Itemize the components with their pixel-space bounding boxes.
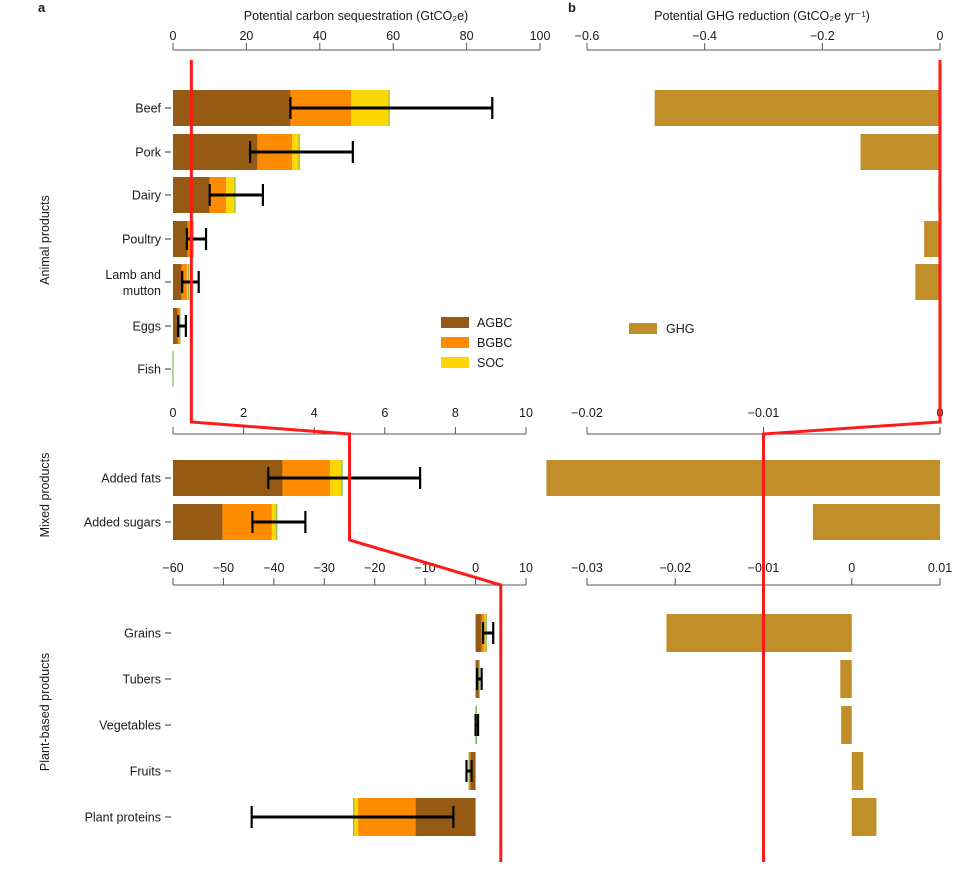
bar-agbc [173,221,188,257]
tick-label-a-0: 0 [170,29,177,43]
bar-ghg [915,264,940,300]
category-label: Fruits [130,765,161,779]
legend-swatch-soc [441,357,469,368]
tick-label-a-0: 60 [386,29,400,43]
tick-label-b-2: −0.02 [659,561,691,575]
reference-line-a [189,60,503,862]
category-label: Added fats [101,472,161,486]
tick-label-a-0: 40 [313,29,327,43]
category-label: Grains [124,627,161,641]
bar-ghg [654,90,940,126]
tick-label-a-0: 100 [530,29,551,43]
legend-label-ghg: GHG [666,322,694,336]
category-label: Beef [135,102,161,116]
bar-ghg [851,752,864,790]
category-label: Vegetables [99,719,161,733]
tick-label-b-0: −0.4 [692,29,717,43]
panel-a-title: Potential carbon sequestration (GtCO₂e) [244,9,468,23]
legend-swatch-bgbc [441,337,469,348]
category-labels-layer: Beef Pork Dairy Poultry Lamb and mutton Eggs Fi… [84,102,171,825]
group-label-plant: Plant-based products [38,653,52,771]
bar-agbc [173,264,182,300]
bar-ghg [546,460,940,496]
category-label: Tubers [123,673,161,687]
tick-label-a-1: 6 [381,406,388,420]
tick-label-b-0: −0.2 [810,29,835,43]
bar-agbc [173,308,178,344]
bar-ghg [840,660,852,698]
tick-label-a-0: 80 [460,29,474,43]
tick-label-a-1: 10 [519,406,533,420]
tick-label-a-1: 2 [240,406,247,420]
legend-label-bgbc: BGBC [477,336,512,350]
tick-label-a-2: 10 [519,561,533,575]
tick-label-b-2: 0 [848,561,855,575]
tick-label-b-0: 0 [937,29,944,43]
category-label: Plant proteins [85,811,161,825]
legend-swatch-agbc [441,317,469,328]
tick-label-b-0: −0.6 [575,29,600,43]
bar-agbc [475,614,482,652]
panel-b-title: Potential GHG reduction (GtCO₂e yr⁻¹) [654,9,870,23]
tick-label-a-2: −20 [364,561,385,575]
group-label-mixed: Mixed products [38,453,52,538]
bar-agbc [470,752,476,790]
bar-ghg [851,798,877,836]
category-label: Eggs [133,320,162,334]
bars-layer [172,90,941,836]
tick-label-a-2: −50 [213,561,234,575]
tick-label-a-2: −40 [263,561,284,575]
reference-line-layer [189,60,942,862]
bar-agbc [173,460,283,496]
bar-edge-mark [172,351,174,387]
tick-label-b-1: −0.02 [571,406,603,420]
tick-label-a-0: 20 [239,29,253,43]
bar-agbc [173,134,258,170]
category-label: mutton [123,284,161,298]
category-label: Dairy [132,189,162,203]
tick-label-a-1: 8 [452,406,459,420]
legend-label-soc: SOC [477,356,504,370]
tick-label-b-1: −0.01 [748,406,780,420]
panel-a-label: a [38,0,46,15]
tick-label-b-2: 0.01 [928,561,952,575]
legend-label-agbc: AGBC [477,316,512,330]
legend-swatch-ghg [629,323,657,334]
tick-label-b-2: −0.03 [571,561,603,575]
category-label: Added sugars [84,516,161,530]
bar-ghg [666,614,852,652]
bar-ghg [924,221,940,257]
error-bars-layer [177,97,495,828]
bar-ghg [812,504,940,540]
tick-label-a-2: 0 [472,561,479,575]
group-label-animal: Animal products [38,195,52,285]
category-label: Pork [135,146,161,160]
bar-ghg [860,134,940,170]
bar-agbc [173,504,223,540]
reference-line-b [762,60,942,862]
tick-label-a-1: 0 [170,406,177,420]
legend-layer: AGBC BGBC SOC GHG [441,316,694,370]
bar-ghg [841,706,852,744]
tick-label-a-2: −30 [314,561,335,575]
category-label: Fish [137,363,161,377]
category-label: Lamb and [105,268,161,282]
tick-label-a-1: 4 [311,406,318,420]
panel-b-label: b [568,0,576,15]
category-label: Poultry [122,233,162,247]
tick-label-a-2: −60 [162,561,183,575]
